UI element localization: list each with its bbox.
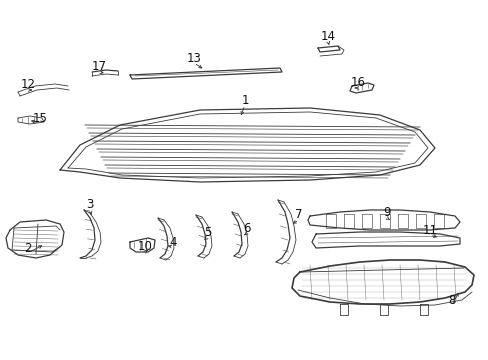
Text: 10: 10 [137,240,152,253]
Text: 9: 9 [383,207,390,220]
Text: 5: 5 [204,225,211,238]
Text: 17: 17 [91,60,106,73]
Text: 2: 2 [24,242,32,255]
Text: 3: 3 [86,198,94,211]
Text: 7: 7 [295,208,302,221]
Text: 4: 4 [169,235,176,248]
Text: 16: 16 [350,77,365,90]
Text: 13: 13 [186,51,201,64]
Text: 1: 1 [241,94,248,107]
Text: 14: 14 [320,30,335,42]
Text: 15: 15 [33,112,47,125]
Text: 11: 11 [422,224,437,237]
Text: 8: 8 [447,293,455,306]
Text: 6: 6 [243,221,250,234]
Text: 12: 12 [20,78,36,91]
